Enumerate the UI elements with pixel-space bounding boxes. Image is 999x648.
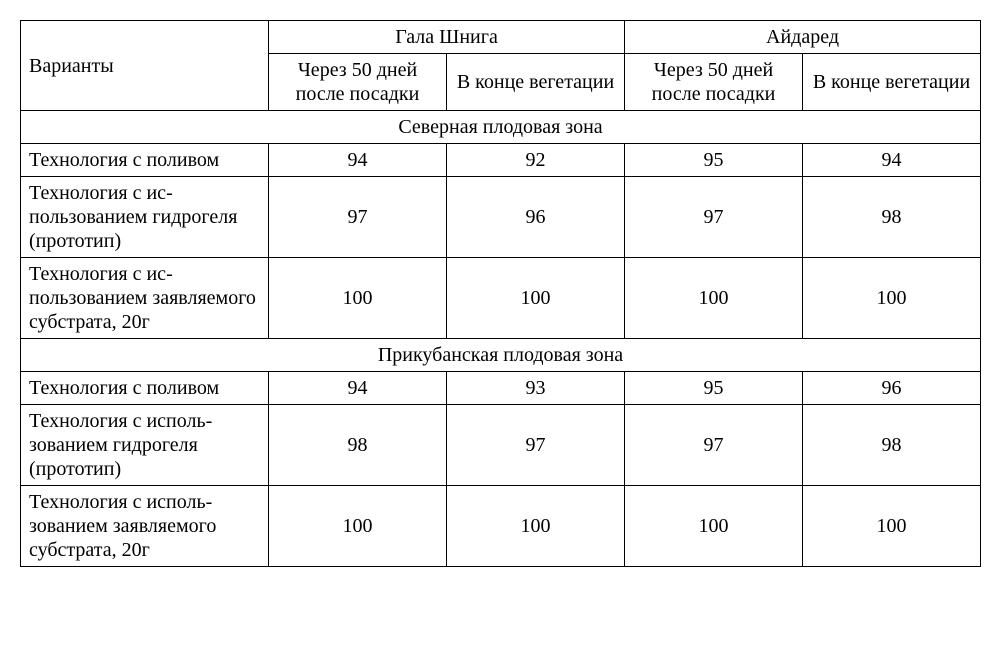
cell: 100 [269,258,447,339]
col-sub-3: Через 50 дней после посадки [625,54,803,111]
cell: 98 [803,405,981,486]
row-label: Технология с исполь­зованием гидрогеля (… [21,405,269,486]
cell: 100 [803,258,981,339]
section-row: Прикубанская плодовая зона [21,339,981,372]
section-row: Северная плодовая зона [21,111,981,144]
data-table: Варианты Гала Шнига Айдаред Через 50 дне… [20,20,981,567]
cell: 95 [625,372,803,405]
table-row: Технология с ис­пользованием гидро­геля … [21,177,981,258]
cell: 94 [269,372,447,405]
table-row: Технология с ис­пользованием заяв­ляемог… [21,258,981,339]
cell: 93 [447,372,625,405]
table-row: Технология с исполь­зованием гидрогеля (… [21,405,981,486]
cell: 94 [803,144,981,177]
cell: 100 [269,486,447,567]
table-row: Технология с исполь­зованием заявляемого… [21,486,981,567]
row-label: Технология с исполь­зованием заявляемого… [21,486,269,567]
col-sub-1: Через 50 дней после посадки [269,54,447,111]
row-label: Технология с ис­пользованием гидро­геля … [21,177,269,258]
cell: 100 [447,258,625,339]
section-title-1: Прикубанская плодовая зона [21,339,981,372]
cell: 100 [625,258,803,339]
row-label: Технология с поли­вом [21,144,269,177]
row-label: Технология с ис­пользованием заяв­ляемог… [21,258,269,339]
col-sub-4: В конце веге­тации [803,54,981,111]
cell: 97 [269,177,447,258]
row-label: Технология с поли­вом [21,372,269,405]
col-sub-2: В конце веге­тации [447,54,625,111]
cell: 96 [803,372,981,405]
col-variants-header: Варианты [21,21,269,111]
cell: 94 [269,144,447,177]
cell: 97 [625,405,803,486]
section-title-0: Северная плодовая зона [21,111,981,144]
cell: 96 [447,177,625,258]
table-row: Технология с поли­вом 94 92 95 94 [21,144,981,177]
col-group-gala: Гала Шнига [269,21,625,54]
cell: 98 [803,177,981,258]
header-row-1: Варианты Гала Шнига Айдаред [21,21,981,54]
cell: 97 [625,177,803,258]
cell: 98 [269,405,447,486]
cell: 100 [625,486,803,567]
col-group-aidared: Айдаред [625,21,981,54]
cell: 100 [447,486,625,567]
cell: 97 [447,405,625,486]
cell: 100 [803,486,981,567]
cell: 92 [447,144,625,177]
table-row: Технология с поли­вом 94 93 95 96 [21,372,981,405]
cell: 95 [625,144,803,177]
